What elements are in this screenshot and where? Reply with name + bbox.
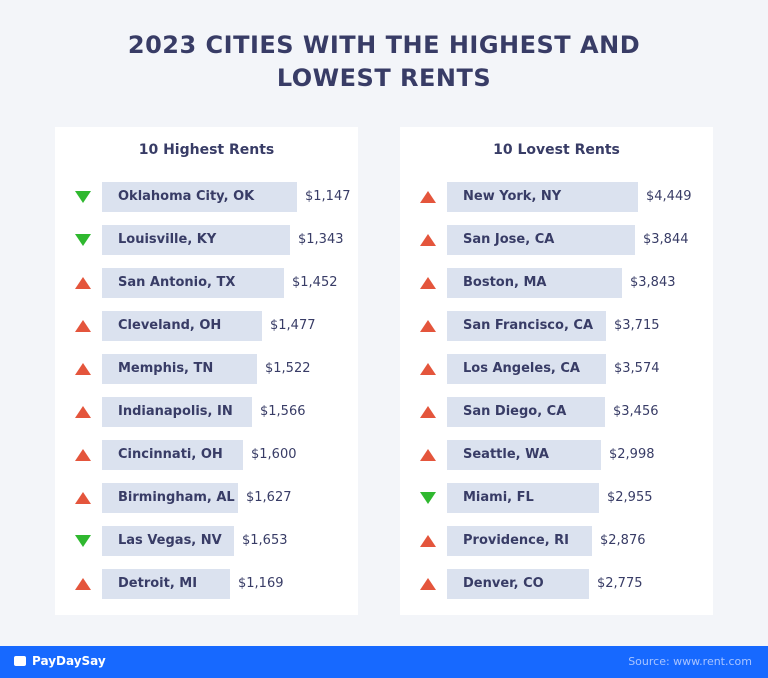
panel-heading: 10 Highest Rents [138,142,275,158]
bar [102,569,230,599]
rent-value: $1,566 [260,404,306,419]
bar [447,569,589,599]
bar [447,225,635,255]
bar [447,311,606,341]
rent-value: $1,653 [242,533,288,548]
rent-value: $2,775 [597,576,643,591]
trend-arrow [75,492,91,504]
rent-value: $3,715 [614,318,660,333]
trend-arrow [420,191,436,203]
city-name: San Jose, CA [463,232,555,247]
rent-value: $4,449 [646,189,692,204]
trend-arrow [420,535,436,547]
bar [447,397,605,427]
trend-arrow [420,277,436,289]
trend-arrow [75,320,91,332]
logo-icon [14,656,26,666]
rent-value: $3,574 [614,361,660,376]
trend-arrow [75,277,91,289]
city-name: Cleveland, OH [118,318,222,333]
trend-arrow [75,449,91,461]
rent-value: $1,522 [265,361,311,376]
bar [102,225,290,255]
trend-arrow [420,449,436,461]
bar [102,311,262,341]
rent-value: $1,343 [298,232,344,247]
rent-value: $3,844 [643,232,689,247]
city-name: New York, NY [463,189,562,204]
city-name: Boston, MA [463,275,547,290]
trend-arrow [75,191,91,203]
bar [102,526,234,556]
city-name: Las Vegas, NV [118,533,222,548]
city-name: Memphis, TN [118,361,214,376]
panel: 10 Highest Rents Oklahoma City, OK $1,147… [55,127,358,615]
rent-value: $3,456 [613,404,659,419]
bar [447,182,638,212]
rent-value: $2,955 [607,490,653,505]
trend-arrow [420,578,436,590]
trend-arrow [420,363,436,375]
bar [102,268,284,298]
trend-arrow [420,234,436,246]
bar [447,483,599,513]
trend-arrow [75,406,91,418]
trend-arrow [420,320,436,332]
trend-arrow [75,363,91,375]
city-name: Louisville, KY [118,232,217,247]
city-name: Oklahoma City, OK [118,189,255,204]
bar [102,182,297,212]
rent-value: $1,600 [251,447,297,462]
city-name: Detroit, MI [118,576,198,591]
bar [447,354,606,384]
city-name: Providence, RI [463,533,570,548]
trend-arrow [420,406,436,418]
bar [447,440,601,470]
trend-arrow [75,535,91,547]
rent-value: $1,147 [305,189,351,204]
rent-value: $1,452 [292,275,338,290]
rent-value: $1,627 [246,490,292,505]
city-name: Miami, FL [463,490,534,505]
city-name: San Diego, CA [463,404,567,419]
rent-value: $1,169 [238,576,284,591]
rent-value: $2,876 [600,533,646,548]
city-name: Los Angeles, CA [463,361,580,376]
city-name: San Antonio, TX [118,275,236,290]
bar [447,268,622,298]
trend-arrow [75,234,91,246]
bar [102,440,243,470]
brand: PayDaySay [32,654,106,668]
panel: 10 Lovest Rents New York, NY $4,449 San Jo… [400,127,713,615]
city-name: Denver, CO [463,576,544,591]
bar [447,526,592,556]
bar [102,354,257,384]
city-name: Indianapolis, IN [118,404,233,419]
title: LOWEST RENTS [276,64,492,92]
bar [102,483,238,513]
title: 2023 CITIES WITH THE HIGHEST AND [127,31,641,59]
city-name: San Francisco, CA [463,318,594,333]
city-name: Birmingham, AL [118,490,235,505]
footer: PayDaySay Source: www.rent.com [0,646,768,678]
city-name: Cincinnati, OH [118,447,223,462]
rent-value: $2,998 [609,447,655,462]
panel-heading: 10 Lovest Rents [493,142,620,158]
trend-arrow [420,492,436,504]
bar [102,397,252,427]
city-name: Seattle, WA [463,447,549,462]
trend-arrow [75,578,91,590]
rent-value: $1,477 [270,318,316,333]
source: Source: www.rent.com [628,655,752,668]
rent-value: $3,843 [630,275,676,290]
